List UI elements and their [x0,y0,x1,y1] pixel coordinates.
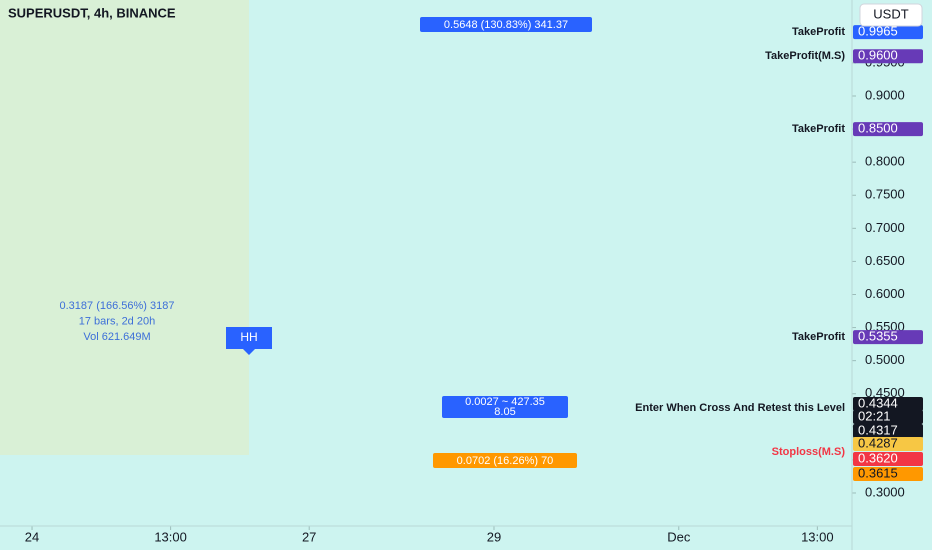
y-tick-label: 0.9000 [865,87,905,102]
range-text: 0.3187 (166.56%) 3187 [60,300,175,312]
level-name: Enter When Cross And Retest this Level [635,402,845,414]
marker-text: HH [240,330,257,344]
x-tick-label: 24 [25,529,39,544]
price-label-box [853,397,923,411]
level-name: TakeProfit(M.S) [765,50,845,62]
price-label: 0.3620 [858,450,898,465]
price-label: 0.5355 [858,329,898,344]
y-tick-label: 0.5000 [865,352,905,367]
currency-label[interactable]: USDT [873,6,908,21]
entry-text: 8.05 [494,406,515,418]
price-label-box [853,467,923,481]
x-tick-label: 27 [302,529,316,544]
level-name: TakeProfit [792,331,845,343]
symbol-title: SUPERUSDT, 4h, BINANCE [8,5,176,20]
price-label-box [853,122,923,137]
price-label: 0.3615 [858,465,898,480]
entry-text: 0.0027 ~ 427.35 [465,396,545,408]
price-label: 0.9600 [858,48,898,63]
y-tick-label: 0.4500 [865,385,905,400]
target-box [420,17,592,32]
currency-button[interactable] [859,3,923,27]
price-label-box [853,49,923,64]
price-label: 0.4317 [858,422,898,437]
price-label-box [853,330,923,345]
price-label: 0.4344 [858,395,898,410]
price-label: 02:21 [858,408,891,423]
entry-box [442,396,568,418]
overlay: 0.30000.35000.40000.45000.50000.55000.60… [25,17,923,544]
price-label-box [853,452,923,466]
stop-box [433,453,577,468]
level-name: Stoploss(M.S) [772,446,846,458]
price-label: 0.4287 [858,435,898,450]
range-text: 17 bars, 2d 20h [79,315,155,327]
x-tick-label: Dec [667,529,691,544]
stop-text: 0.0702 (16.26%) 70 [457,455,554,467]
y-tick-label: 0.7500 [865,187,905,202]
range-area [0,0,249,455]
level-name: TakeProfit [792,26,845,38]
x-tick-label: 13:00 [801,529,834,544]
price-label-box [853,25,923,40]
level-name: TakeProfit [792,123,845,135]
marker [226,327,272,355]
price-label: 0.9965 [858,24,898,39]
price-label: 0.8500 [858,121,898,136]
price-label-box [853,410,923,424]
x-tick-label: 29 [487,529,501,544]
y-tick-label: 0.7000 [865,220,905,235]
price-label-box [853,424,923,438]
target-text: 0.5648 (130.83%) 341.37 [444,19,568,31]
price-label-box [853,437,923,451]
y-tick-label: 0.8000 [865,154,905,169]
x-tick-label: 13:00 [154,529,187,544]
y-tick-label: 0.6000 [865,286,905,301]
range-text: Vol 621.649M [83,331,150,343]
y-tick-label: 0.3000 [865,484,905,499]
y-tick-label: 0.6500 [865,253,905,268]
